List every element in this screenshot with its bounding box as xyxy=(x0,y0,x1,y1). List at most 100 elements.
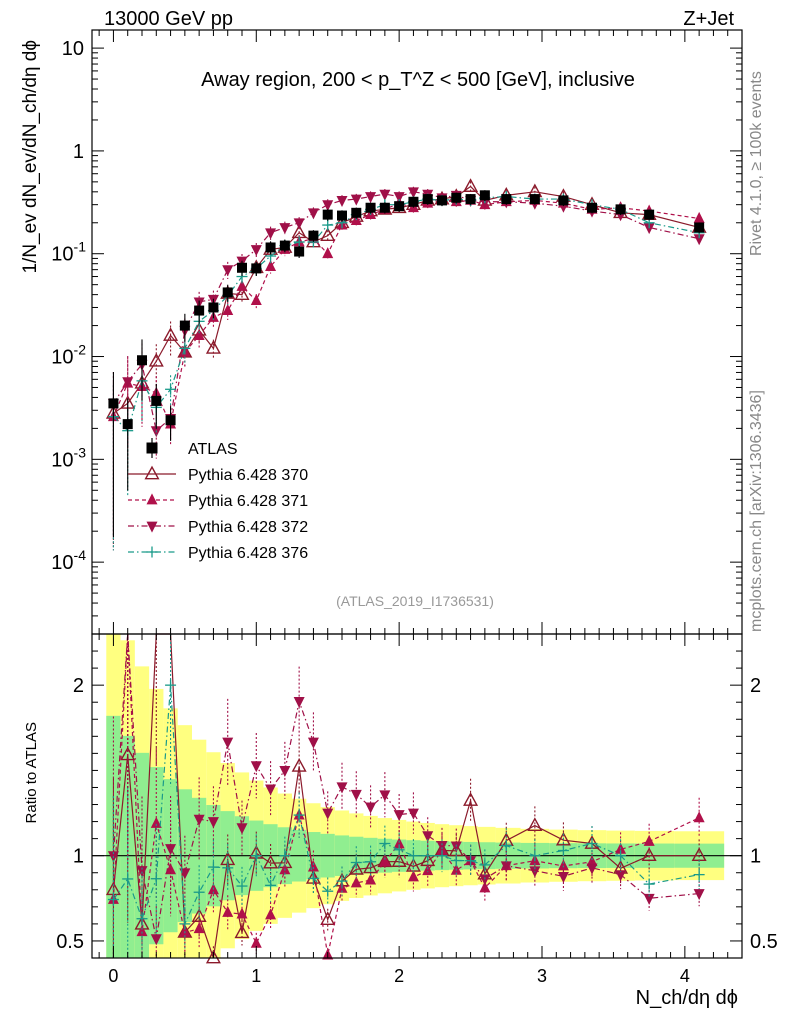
rivet-version-label: Rivet 4.1.0, ≥ 100k events xyxy=(748,71,765,256)
data-point xyxy=(407,187,419,199)
ratio-point xyxy=(643,834,655,846)
ratio-point xyxy=(365,873,377,885)
ratio-point xyxy=(265,908,277,920)
ratio-point xyxy=(555,831,571,846)
ratio-point xyxy=(336,875,348,887)
ratio-point xyxy=(236,823,248,835)
ratio-point xyxy=(322,885,334,897)
data-point xyxy=(293,236,305,248)
ratio-point xyxy=(365,802,377,814)
ratio-point xyxy=(193,922,205,934)
ratio-point xyxy=(422,850,434,862)
ratio-point xyxy=(107,894,119,906)
ratio-tick-label-right: 2 xyxy=(750,675,761,697)
ratio-point xyxy=(500,840,512,852)
y-tick-label: 10-1 xyxy=(51,239,86,266)
ratio-point xyxy=(436,840,448,852)
data-point xyxy=(265,228,277,240)
ratio-line xyxy=(112,633,700,956)
ratio-point xyxy=(393,810,405,822)
ratio-point xyxy=(165,844,177,856)
ratio-point xyxy=(350,876,362,888)
legend-label: Pythia 6.428 371 xyxy=(188,493,308,510)
data-point xyxy=(394,201,405,212)
data-point xyxy=(322,209,333,220)
ratio-point xyxy=(393,837,405,849)
data-point xyxy=(463,178,479,192)
legend-marker xyxy=(146,521,158,533)
ratio-tick-label: 1 xyxy=(73,846,84,868)
series-line xyxy=(113,195,700,432)
ratio-tick-label: 2 xyxy=(73,675,84,697)
data-point xyxy=(379,202,390,213)
ratio-point xyxy=(693,869,705,881)
series-line xyxy=(112,198,700,427)
data-point xyxy=(337,210,347,221)
ratio-point xyxy=(250,761,262,773)
ratio-point xyxy=(293,696,305,708)
legend-label: Pythia 6.428 376 xyxy=(188,545,308,562)
ratio-point xyxy=(222,862,234,874)
x-axis-label: N_ch/dη dϕ xyxy=(636,987,738,1009)
data-point xyxy=(643,223,655,235)
ratio-point xyxy=(265,784,277,796)
ratio-point xyxy=(307,737,319,749)
data-point xyxy=(379,189,391,201)
data-point xyxy=(165,383,177,395)
ratio-point xyxy=(205,949,221,964)
ratio-point xyxy=(165,679,177,691)
data-point xyxy=(307,208,319,220)
series-data xyxy=(108,190,705,538)
data-point xyxy=(451,192,462,203)
ratio-point xyxy=(557,859,569,871)
ratio-point xyxy=(279,850,291,862)
ratio-point xyxy=(586,863,598,875)
data-point xyxy=(250,293,262,305)
data-point xyxy=(279,223,291,235)
axis-ticks: 0 1 2 3 4 10 1 10-1 10-2 10-3 10-4 0.5 0.5 1 1 2 2 xyxy=(51,30,778,986)
data-point xyxy=(336,196,348,208)
ratio-point xyxy=(222,737,234,749)
data-point xyxy=(122,377,134,389)
data-point xyxy=(351,207,362,218)
ratio-point xyxy=(179,918,191,930)
ratio-point xyxy=(643,878,655,890)
data-point xyxy=(222,265,234,277)
ratio-point xyxy=(150,873,162,885)
ratio-point xyxy=(322,808,334,820)
ratio-point xyxy=(336,782,348,794)
data-point xyxy=(437,195,447,206)
ratio-point xyxy=(615,870,627,882)
data-point xyxy=(693,234,705,246)
legend-marker xyxy=(144,465,160,480)
data-point xyxy=(251,263,262,274)
ratio-point xyxy=(136,913,148,925)
plot-frames xyxy=(91,29,743,959)
data-point xyxy=(529,194,540,205)
x-tick-label: 1 xyxy=(251,966,261,986)
data-point xyxy=(558,195,569,206)
ratio-point xyxy=(693,811,705,823)
ratio-point xyxy=(615,850,627,862)
plot-title: Away region, 200 < p_T^Z < 500 [GeV], in… xyxy=(201,69,635,91)
data-point xyxy=(163,327,179,341)
data-point xyxy=(265,242,276,253)
ratio-point xyxy=(365,856,377,868)
y-tick-label: 10 xyxy=(62,38,84,60)
data-point xyxy=(320,227,336,241)
data-point xyxy=(137,355,147,366)
ratio-point xyxy=(450,841,462,853)
series-line xyxy=(113,185,700,414)
data-point xyxy=(693,211,705,223)
ratio-frame xyxy=(91,633,743,959)
data-point xyxy=(250,245,262,257)
y-tick-label: 10-3 xyxy=(51,444,86,471)
data-point xyxy=(234,286,250,301)
ratio-line xyxy=(112,633,700,959)
data-point xyxy=(294,246,305,257)
ratio-point xyxy=(479,859,491,871)
data-point xyxy=(236,279,248,291)
ratio-point xyxy=(379,855,391,867)
data-point xyxy=(501,194,512,205)
ratio-point xyxy=(479,874,491,886)
